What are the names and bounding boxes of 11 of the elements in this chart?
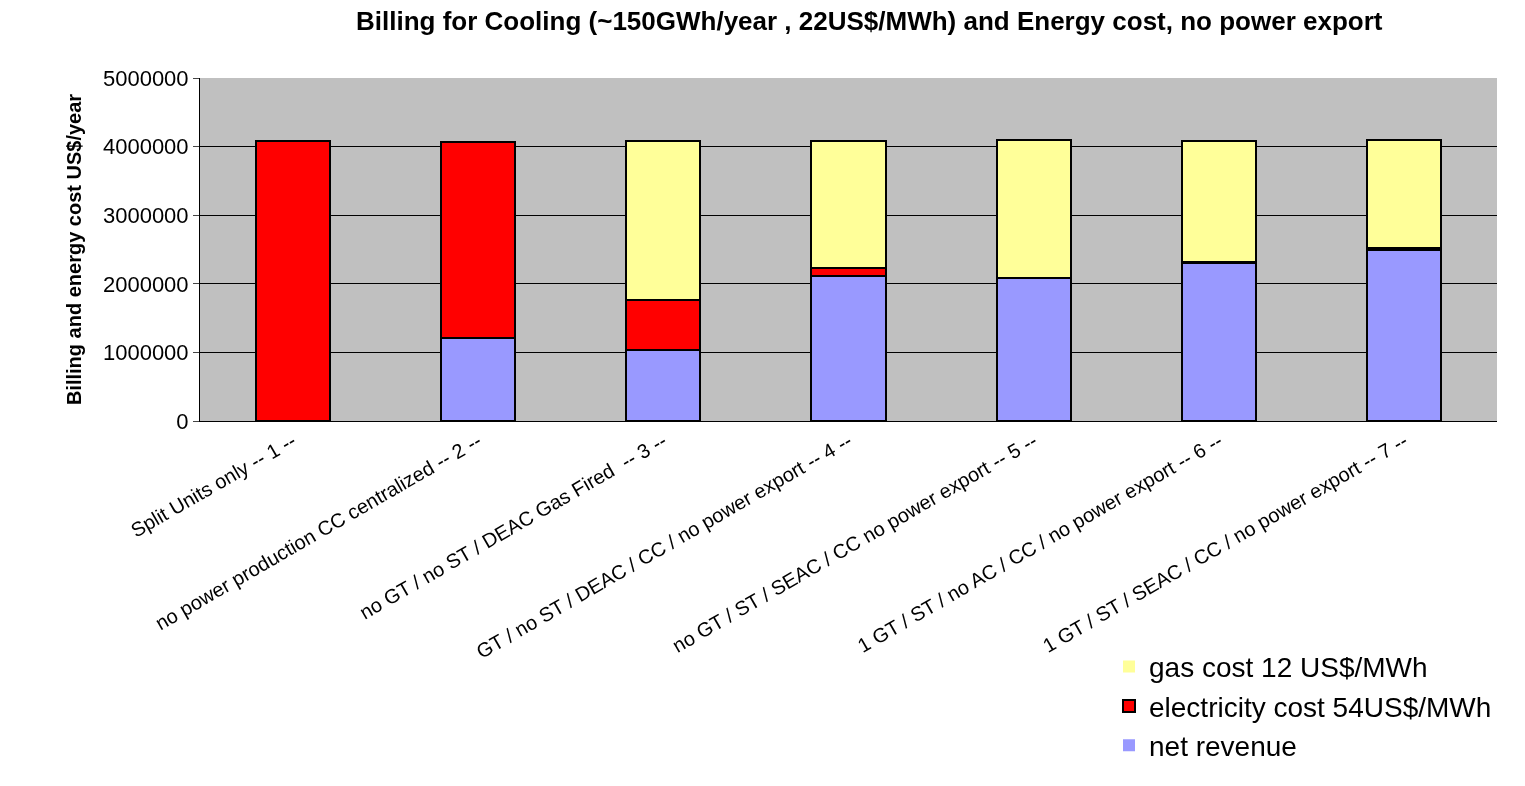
legend-label: gas cost 12 US$/MWh [1149,652,1428,684]
y-tick-label: 4000000 [102,134,189,160]
y-tick-label: 1000000 [102,340,189,366]
y-tick-label: 2000000 [102,271,189,297]
legend-label: net revenue [1149,731,1297,763]
y-axis-title: Billing and energy cost US$/year [63,93,86,406]
y-tick-label: 0 [176,408,189,434]
legend-label: electricity cost 54US$/MWh [1149,691,1492,723]
y-tick-label: 5000000 [102,65,189,91]
y-tick-label: 3000000 [102,202,189,228]
chart-title: Billing for Cooling (~150GWh/year , 22US$/MWh) and Energy cost, no power export [356,5,1383,36]
